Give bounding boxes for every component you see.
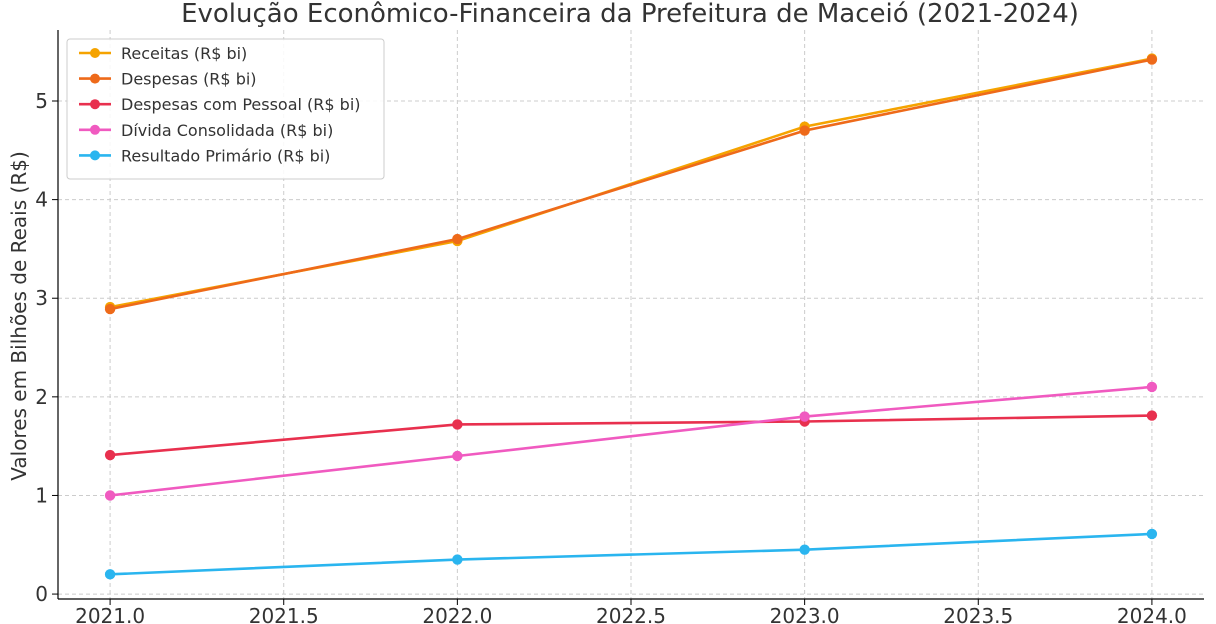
legend-item[interactable]: Receitas (R$ bi) bbox=[79, 44, 247, 63]
legend-item[interactable]: Dívida Consolidada (R$ bi) bbox=[79, 121, 333, 140]
data-point[interactable] bbox=[1146, 54, 1158, 65]
x-tick-label: 2021.5 bbox=[249, 604, 319, 624]
x-tick-label: 2024.0 bbox=[1117, 604, 1187, 624]
y-tick-label: 5 bbox=[35, 89, 48, 113]
x-tick-label: 2021.0 bbox=[75, 604, 145, 624]
series-line bbox=[109, 414, 1152, 457]
data-point[interactable] bbox=[452, 419, 463, 430]
legend-label: Despesas com Pessoal (R$ bi) bbox=[121, 95, 361, 114]
series-3 bbox=[104, 410, 1158, 461]
data-point[interactable] bbox=[104, 569, 116, 580]
y-tick-label: 2 bbox=[35, 385, 48, 409]
data-point[interactable] bbox=[1146, 410, 1158, 421]
series-2 bbox=[104, 54, 1158, 315]
legend-marker bbox=[90, 73, 100, 84]
series-group bbox=[104, 53, 1158, 580]
legend-marker bbox=[90, 124, 100, 135]
x-tick-label: 2022.0 bbox=[422, 604, 492, 624]
y-tick-label: 0 bbox=[35, 582, 48, 606]
data-point[interactable] bbox=[104, 449, 116, 461]
data-point[interactable] bbox=[104, 490, 116, 501]
y-tick-label: 4 bbox=[35, 188, 48, 212]
chart-title: Evolução Econômico-Financeira da Prefeit… bbox=[181, 0, 1079, 29]
x-tick-label: 2022.5 bbox=[596, 604, 666, 624]
legend-marker bbox=[90, 99, 100, 110]
axes: 2021.0 2021.5 2022.0 2022.5 2023.0 2023.5 2024… bbox=[35, 30, 1204, 624]
grid bbox=[58, 30, 1204, 599]
x-tick-label: 2023.0 bbox=[770, 604, 840, 624]
data-point[interactable] bbox=[799, 411, 810, 422]
legend-item[interactable]: Despesas com Pessoal (R$ bi) bbox=[79, 95, 361, 114]
series-5 bbox=[104, 528, 1158, 580]
data-point[interactable] bbox=[452, 554, 463, 565]
series-4 bbox=[104, 381, 1158, 501]
legend[interactable]: Receitas (R$ bi) Despesas (R$ bi) Despesas… bbox=[66, 38, 385, 180]
legend-label: Receitas (R$ bi) bbox=[121, 44, 247, 63]
data-point[interactable] bbox=[452, 450, 463, 462]
series-line bbox=[109, 385, 1153, 497]
data-point[interactable] bbox=[1146, 528, 1158, 540]
legend-label: Despesas (R$ bi) bbox=[121, 70, 257, 89]
legend-label: Resultado Primário (R$ bi) bbox=[121, 146, 330, 165]
legend-marker bbox=[90, 48, 100, 58]
data-point[interactable] bbox=[799, 544, 810, 555]
y-axis-label: Valores em Bilhões de Reais (R$) bbox=[7, 151, 31, 481]
x-tick-label: 2023.5 bbox=[943, 604, 1013, 624]
y-tick-label: 3 bbox=[35, 286, 48, 310]
data-point[interactable] bbox=[104, 303, 116, 315]
legend-box bbox=[66, 38, 385, 180]
legend-label: Dívida Consolidada (R$ bi) bbox=[121, 121, 333, 140]
y-tick-label: 1 bbox=[35, 483, 48, 507]
legend-item[interactable]: Despesas (R$ bi) bbox=[79, 70, 257, 89]
data-point[interactable] bbox=[452, 233, 463, 245]
series-line bbox=[109, 58, 1153, 311]
data-point[interactable] bbox=[799, 125, 810, 136]
legend-item[interactable]: Resultado Primário (R$ bi) bbox=[79, 146, 330, 165]
series-line bbox=[110, 532, 1152, 576]
data-point[interactable] bbox=[1146, 381, 1158, 393]
legend-marker bbox=[90, 150, 100, 161]
